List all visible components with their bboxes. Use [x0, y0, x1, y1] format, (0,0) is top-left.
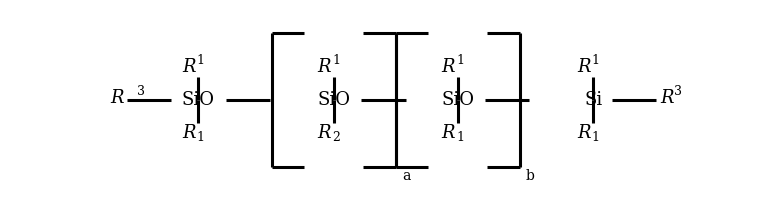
Text: 1: 1 — [196, 131, 205, 144]
Text: R: R — [110, 89, 124, 108]
Text: 1: 1 — [592, 54, 600, 67]
Text: 3: 3 — [674, 85, 683, 98]
Text: SiO: SiO — [182, 91, 215, 109]
Text: SiO: SiO — [317, 91, 351, 109]
Text: 1: 1 — [456, 54, 464, 67]
Text: R: R — [577, 124, 591, 142]
Text: 1: 1 — [333, 54, 340, 67]
Text: R: R — [577, 58, 591, 76]
Text: R: R — [317, 124, 331, 142]
Text: R: R — [661, 89, 674, 108]
Text: 2: 2 — [333, 131, 340, 144]
Text: SiO: SiO — [441, 91, 474, 109]
Text: R: R — [182, 58, 196, 76]
Text: a: a — [402, 169, 410, 183]
Text: 1: 1 — [456, 131, 464, 144]
Text: R: R — [441, 58, 455, 76]
Text: b: b — [526, 169, 534, 183]
Text: R: R — [317, 58, 331, 76]
Text: 1: 1 — [196, 54, 205, 67]
Text: Si: Si — [584, 91, 603, 109]
Text: R: R — [441, 124, 455, 142]
Text: R: R — [182, 124, 196, 142]
Text: 1: 1 — [592, 131, 600, 144]
Text: 3: 3 — [137, 85, 145, 98]
